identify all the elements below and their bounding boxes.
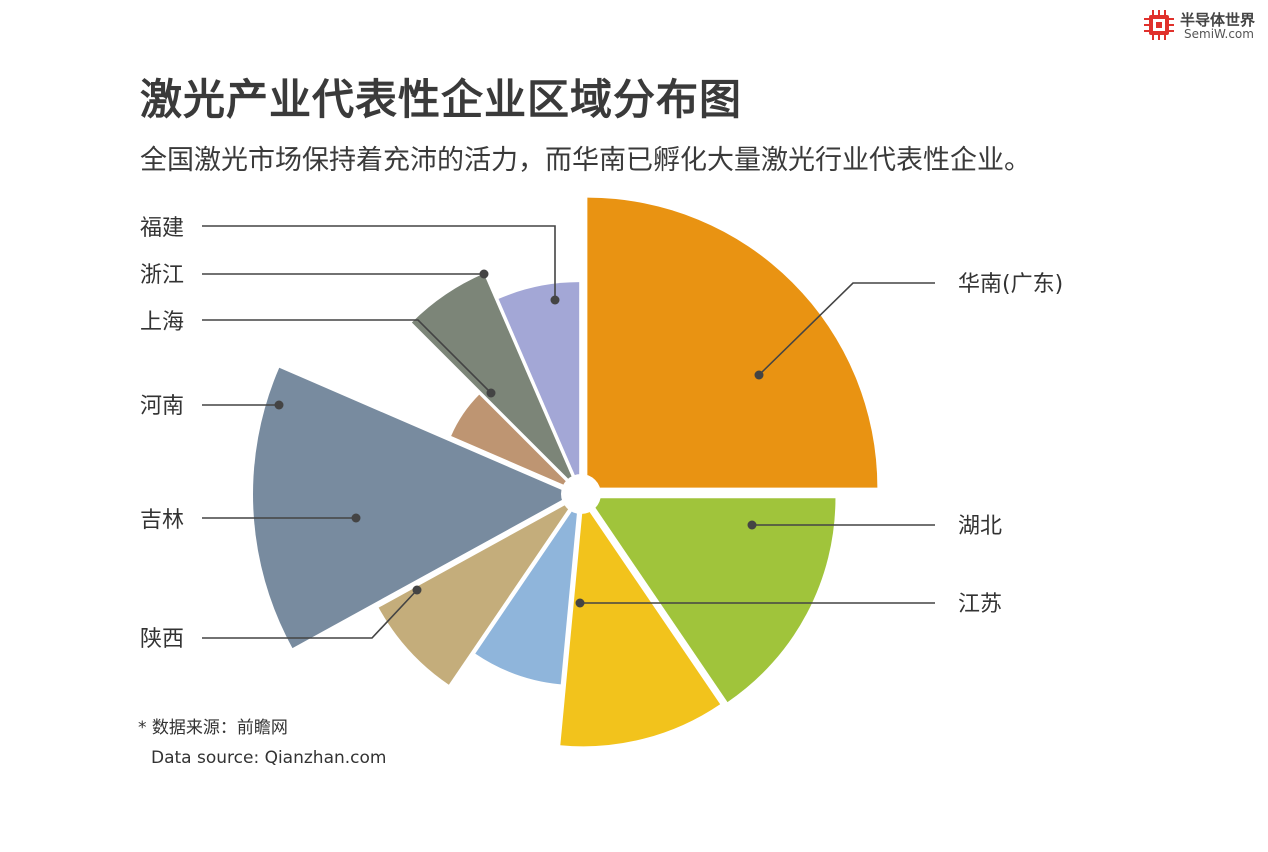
slice-label-jilin: 吉林 (140, 508, 184, 533)
slice-label-hubei: 湖北 (958, 514, 1002, 539)
chart-center-hole (561, 474, 601, 514)
slice-henan (253, 367, 573, 649)
brand-logo: 半导体世界 SemiW.com (1144, 8, 1266, 44)
slice-label-henan: 河南 (140, 394, 184, 419)
source-line-cn: * 数据来源：前瞻网 (138, 718, 288, 738)
logo-name: 半导体世界 (1180, 11, 1256, 29)
callout-dot-henan (274, 400, 284, 410)
slice-jilin (378, 500, 575, 685)
callout-dot-fujian (550, 295, 560, 305)
callout-line-huanan (758, 282, 935, 376)
slice-jiangsu (560, 502, 721, 747)
slice-shanghai (451, 394, 574, 489)
data-source-note: * 数据来源：前瞻网 Data source: Qianzhan.com (138, 713, 386, 773)
callout-dot-shaanxi (412, 585, 422, 595)
chart-subtitle: 全国激光市场保持着充沛的活力，而华南已孵化大量激光行业代表性企业。 (140, 145, 1031, 176)
slice-label-zhejiang: 浙江 (140, 263, 184, 288)
slice-zhejiang (411, 273, 576, 487)
logo-url: SemiW.com (1184, 27, 1254, 41)
slice-label-fujian: 福建 (140, 216, 184, 241)
callout-dot-huanan (754, 370, 764, 380)
slice-label-shanghai: 上海 (140, 310, 184, 335)
callout-dot-jiangsu (575, 598, 585, 608)
slice-label-shaanxi: 陕西 (140, 627, 184, 652)
callout-line-shaanxi (202, 589, 418, 639)
slice-shaanxi (475, 502, 578, 685)
callout-dot-jilin (351, 513, 361, 523)
chip-icon (1144, 10, 1174, 40)
callout-line-shanghai (202, 319, 492, 394)
chart-title: 激光产业代表性企业区域分布图 (140, 75, 743, 124)
slice-hubei (588, 498, 836, 703)
callout-dot-zhejiang (479, 269, 489, 279)
slice-huanan (587, 197, 878, 488)
callout-dot-shanghai (486, 388, 496, 398)
slice-label-huanan: 华南(广东) (958, 272, 1063, 297)
callout-dot-hubei (747, 520, 757, 530)
source-line-en: Data source: Qianzhan.com (151, 748, 387, 768)
slice-label-jiangsu: 江苏 (958, 592, 1002, 617)
slice-fujian (498, 282, 580, 486)
callout-line-fujian (202, 225, 556, 300)
